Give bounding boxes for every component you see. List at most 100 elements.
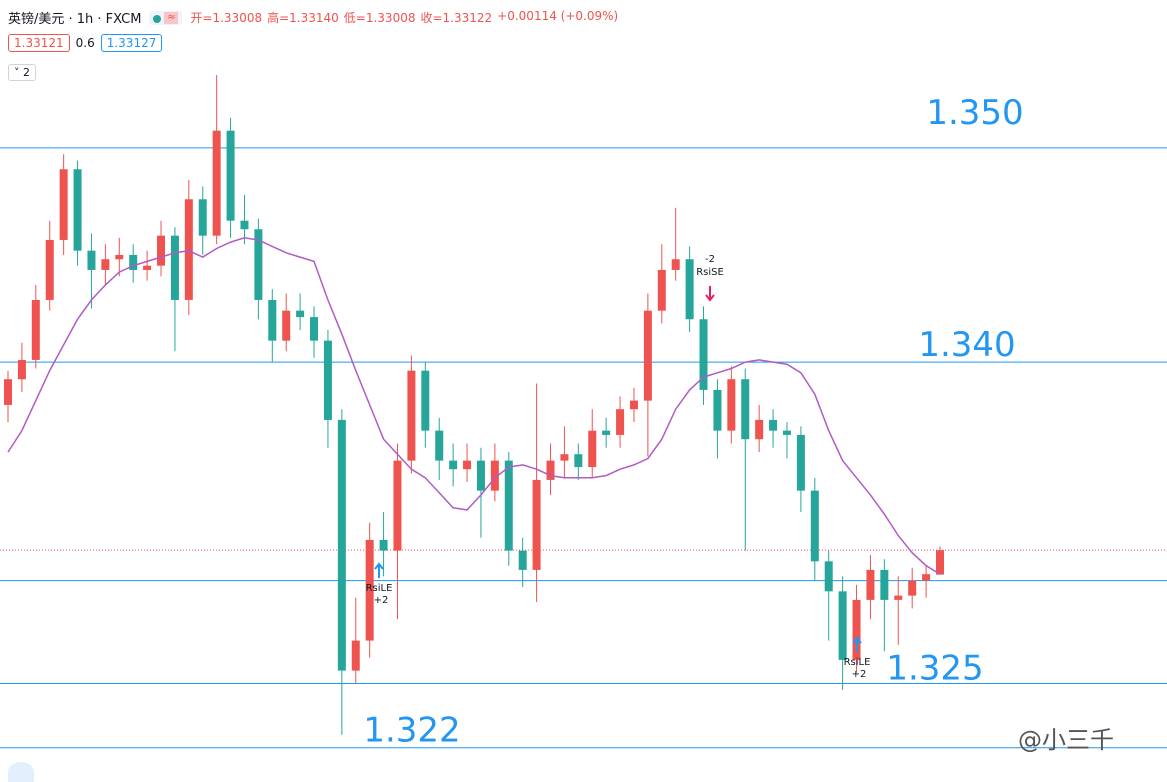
candle-body — [31, 299, 40, 360]
candle-body — [894, 595, 903, 600]
candle-body — [532, 479, 541, 570]
candle-body — [796, 434, 805, 491]
symbol-title[interactable]: 英镑/美元 · 1h · FXCM — [8, 12, 142, 27]
candle-body — [574, 454, 583, 468]
ohlc-value: 高=1.33140 — [267, 11, 339, 25]
candle-body — [824, 561, 833, 592]
signal-qty: +2 — [374, 595, 389, 606]
candle-body — [421, 370, 430, 431]
line-label: 1.350 — [926, 93, 1023, 133]
logo[interactable] — [8, 762, 34, 782]
candle-body — [908, 580, 917, 596]
header-row: 英镑/美元 · 1h · FXCM ≈ 开=1.33008 高=1.33140 低=… — [8, 8, 618, 27]
candle-body — [741, 379, 750, 440]
candle-body — [713, 389, 722, 431]
candle-body — [45, 239, 54, 300]
candle-body — [407, 370, 416, 461]
ask-box[interactable]: 1.33127 — [100, 34, 163, 52]
candle-body — [435, 430, 444, 461]
candle-body — [226, 130, 235, 221]
signal-arrow — [852, 636, 862, 652]
candle-body — [17, 359, 26, 380]
candle-body — [143, 265, 152, 270]
signal-qty: +2 — [852, 669, 867, 680]
candle-body — [170, 235, 179, 300]
candle-body — [240, 220, 249, 230]
candle-body — [282, 310, 291, 341]
candle-body — [560, 454, 569, 461]
candle-body — [379, 539, 388, 551]
candle-body — [782, 430, 791, 435]
line-label: 1.340 — [918, 325, 1015, 365]
signal-qty: -2 — [705, 254, 715, 265]
candle-body — [866, 569, 875, 600]
candle-body — [588, 430, 597, 468]
candle-body — [504, 460, 513, 551]
indicator-row: ˅ 2 — [8, 64, 36, 81]
candle-body — [685, 259, 694, 320]
candle-body — [59, 169, 68, 240]
candle-body — [184, 199, 193, 300]
spread: 0.6 — [75, 36, 95, 50]
signal-text: RsiLE — [366, 583, 393, 594]
candle-body — [546, 460, 555, 480]
candle-body — [769, 419, 778, 431]
candle-body — [616, 409, 625, 435]
candle-body — [922, 574, 931, 581]
watermark: @小三千 — [1018, 726, 1114, 754]
candle-body — [337, 419, 346, 671]
signal-text: RsiLE — [844, 657, 871, 668]
candle-body — [518, 550, 527, 570]
candle-body — [73, 169, 82, 251]
ohlc-value: 收=1.33122 — [420, 11, 493, 25]
candle-body — [296, 310, 305, 318]
indicator-toggle[interactable]: ˅ 2 — [8, 64, 36, 81]
candle-body — [449, 460, 458, 470]
candle-body — [657, 269, 666, 311]
signal-text: RsiSE — [696, 267, 724, 278]
candle-body — [671, 259, 680, 270]
signal-arrow — [705, 286, 715, 302]
candle-body — [254, 229, 263, 300]
candle-body — [629, 400, 638, 410]
candle-body — [490, 460, 499, 491]
candle-body — [602, 430, 611, 435]
line-label: 1.322 — [363, 711, 460, 751]
status-icons: ≈ — [149, 10, 183, 25]
candle-body — [699, 319, 708, 390]
candle-body — [393, 460, 402, 551]
candle-body — [101, 259, 110, 270]
candle-body — [476, 460, 485, 491]
candle-body — [838, 591, 847, 660]
ohlc-legend: 开=1.33008 高=1.33140 低=1.33008 收=1.33122 +0.0… — [190, 9, 618, 26]
candle-body — [198, 199, 207, 236]
candle-body — [212, 130, 221, 236]
ohlc-value: 开=1.33008 — [190, 11, 263, 25]
candle-body — [936, 550, 944, 575]
indicator-count: 2 — [23, 66, 30, 79]
bid-box[interactable]: 1.33121 — [8, 34, 70, 52]
quote-row: 1.33121 0.6 1.33127 — [8, 34, 163, 52]
candle-body — [129, 254, 138, 270]
candle-body — [310, 317, 319, 341]
candle-body — [351, 640, 360, 671]
candle-body — [463, 460, 472, 470]
ohlc-value: 低=1.33008 — [343, 11, 416, 25]
candle-body — [323, 340, 332, 420]
candle-body — [268, 299, 277, 341]
candle-body — [643, 310, 652, 401]
candle-body — [115, 254, 124, 260]
candle-body — [880, 569, 889, 600]
candle-body — [852, 599, 861, 660]
candle-body — [727, 379, 736, 431]
signal-arrow — [374, 562, 384, 578]
candle-body — [755, 419, 764, 440]
ohlc-value: +0.00114 (+0.09%) — [497, 9, 619, 23]
candle-body — [365, 539, 374, 641]
candle-body — [4, 379, 12, 405]
candle-body — [87, 250, 96, 270]
line-label: 1.325 — [886, 648, 983, 688]
candle-body — [810, 490, 819, 562]
